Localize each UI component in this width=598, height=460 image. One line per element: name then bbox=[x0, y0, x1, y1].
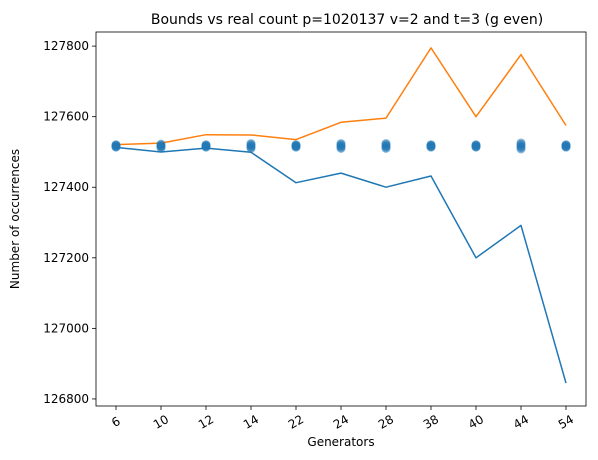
x-tick-label: 44 bbox=[511, 412, 531, 432]
x-tick-label: 12 bbox=[196, 412, 216, 432]
plot-area bbox=[95, 31, 587, 407]
y-tick-label: 127600 bbox=[43, 110, 89, 124]
scatter-point bbox=[246, 143, 256, 153]
x-tick-label: 38 bbox=[421, 412, 441, 432]
scatter-point bbox=[381, 143, 391, 153]
x-tick-label: 6 bbox=[109, 414, 123, 430]
y-axis: 126800 127000 127200 127400 127600 127800 bbox=[43, 39, 96, 406]
x-tick-label: 14 bbox=[241, 412, 261, 432]
x-tick-label: 24 bbox=[331, 412, 351, 432]
axes-frame bbox=[95, 31, 587, 407]
scatter-point bbox=[201, 142, 211, 152]
x-tick-label: 22 bbox=[286, 412, 306, 432]
y-axis-label: Number of occurrences bbox=[8, 149, 22, 289]
scatter-point bbox=[426, 142, 436, 152]
x-tick-label: 40 bbox=[466, 412, 486, 432]
scatter-point bbox=[471, 142, 481, 152]
scatter-point bbox=[156, 143, 166, 153]
x-tick-label: 28 bbox=[376, 412, 396, 432]
y-tick-label: 126800 bbox=[43, 392, 89, 406]
x-tick-label: 10 bbox=[151, 412, 171, 432]
series-line-0 bbox=[115, 146, 567, 384]
scatter-point bbox=[516, 144, 526, 154]
x-tick-label: 54 bbox=[556, 412, 576, 432]
scatter-point bbox=[561, 142, 571, 152]
x-axis: 6 10 12 14 22 24 28 38 40 44 54 bbox=[109, 406, 576, 432]
scatter-point bbox=[291, 142, 301, 152]
y-tick-label: 127200 bbox=[43, 251, 89, 265]
y-tick-label: 127000 bbox=[43, 321, 89, 335]
scatter-point bbox=[336, 143, 346, 153]
scatter-point bbox=[111, 142, 121, 152]
series-line-1 bbox=[115, 47, 567, 146]
y-tick-label: 127800 bbox=[43, 39, 89, 53]
chart-title: Bounds vs real count p=1020137 v=2 and t… bbox=[151, 12, 543, 28]
x-axis-label: Generators bbox=[307, 435, 374, 449]
series-layer bbox=[111, 47, 571, 384]
y-tick-label: 127400 bbox=[43, 180, 89, 194]
